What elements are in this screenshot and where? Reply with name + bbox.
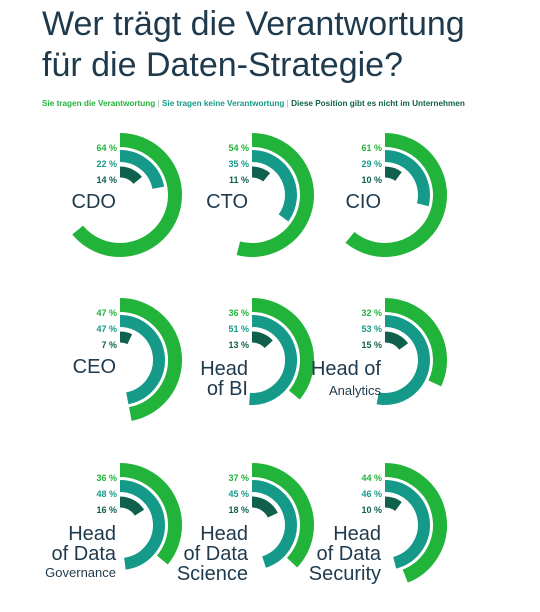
arc-responsible — [384, 298, 447, 387]
role-label: of BI — [207, 378, 248, 400]
arc-not-existing — [251, 496, 278, 518]
value-label: 22 % — [96, 159, 117, 169]
role-label: of Data — [317, 543, 382, 565]
role-label: Head — [200, 523, 248, 545]
arc-not-existing — [119, 496, 145, 516]
value-label: 47 % — [96, 324, 117, 334]
value-label: 15 % — [361, 340, 382, 350]
arc-not-existing — [251, 166, 271, 182]
role-label: CDO — [72, 191, 116, 213]
arc-not-existing — [119, 331, 133, 345]
value-label: 14 % — [96, 175, 117, 185]
arc-responsible — [384, 463, 447, 583]
role-label: CIO — [345, 191, 381, 213]
value-label: 18 % — [228, 505, 249, 515]
role-label: CEO — [73, 356, 116, 378]
role-label: CTO — [206, 191, 248, 213]
chart-title-line-2: für die Daten-Strategie? — [42, 46, 403, 84]
arc-not-responsible — [119, 150, 165, 190]
arc-not-existing — [384, 166, 402, 182]
legend-separator: | — [286, 99, 289, 108]
value-label: 47 % — [96, 308, 117, 318]
value-label: 45 % — [228, 489, 249, 499]
arc-responsible — [251, 298, 314, 400]
role-label: Head — [200, 358, 248, 380]
arc-not-responsible — [119, 480, 165, 570]
value-label: 7 % — [101, 340, 117, 350]
role-label: Science — [177, 563, 248, 585]
chart-title-line-1: Wer trägt die Verantwortung — [42, 5, 465, 43]
value-label: 44 % — [361, 473, 382, 483]
role-label: Security — [309, 563, 381, 585]
value-label: 46 % — [361, 489, 382, 499]
value-label: 36 % — [96, 473, 117, 483]
arc-not-responsible — [119, 315, 165, 405]
value-label: 51 % — [228, 324, 249, 334]
radial-chart-panel: 64 % 22 % 14 % CDO — [72, 133, 182, 257]
arc-responsible — [345, 133, 447, 257]
arc-not-responsible — [249, 315, 298, 405]
role-label: Head — [68, 523, 116, 545]
role-label: of Data — [52, 543, 117, 565]
radial-chart-panel: 47 % 47 % 7 % CEO — [73, 298, 182, 421]
value-label: 48 % — [96, 489, 117, 499]
legend-item-responsible: Sie tragen die Verantwortung — [42, 99, 156, 108]
arc-responsible — [251, 463, 314, 568]
arc-not-existing — [384, 331, 409, 351]
arc-not-responsible — [384, 150, 430, 207]
role-label: Governance — [45, 565, 116, 580]
arc-not-responsible — [251, 150, 297, 222]
arc-not-responsible — [251, 480, 297, 568]
value-label: 11 % — [229, 175, 249, 185]
legend: Sie tragen die Verantwortung | Sie trage… — [42, 99, 532, 108]
value-label: 29 % — [361, 159, 382, 169]
value-label: 10 % — [361, 505, 382, 515]
value-label: 64 % — [96, 143, 117, 153]
arc-not-existing — [384, 496, 402, 512]
arc-responsible — [119, 298, 182, 421]
arc-not-existing — [251, 331, 273, 349]
role-label: Analytics — [329, 383, 382, 398]
value-label: 13 % — [228, 340, 249, 350]
legend-item-not-responsible: Sie tragen keine Verantwortung — [161, 99, 285, 108]
value-label: 37 % — [228, 473, 249, 483]
value-label: 16 % — [96, 505, 117, 515]
radial-chart-panel: 54 % 35 % 11 % CTO — [206, 133, 314, 257]
legend-item-not-existing: Diese Position gibt es nicht im Unterneh… — [291, 99, 465, 108]
arc-not-responsible — [376, 315, 430, 405]
chart-title: Wer trägt die Verantwortung für die Date… — [42, 4, 532, 86]
value-label: 35 % — [228, 159, 249, 169]
role-label: Head — [333, 523, 381, 545]
arc-not-responsible — [384, 480, 430, 569]
value-label: 32 % — [361, 308, 382, 318]
legend-separator: | — [157, 99, 160, 108]
arc-responsible — [119, 463, 182, 565]
value-label: 10 % — [361, 175, 382, 185]
role-label: Head of — [311, 358, 381, 380]
value-label: 61 % — [361, 143, 382, 153]
value-label: 36 % — [228, 308, 249, 318]
role-label: of Data — [184, 543, 249, 565]
arc-responsible — [236, 133, 314, 257]
value-label: 53 % — [361, 324, 382, 334]
arc-responsible — [72, 133, 182, 257]
radial-chart-panel: 61 % 29 % 10 % CIO — [345, 133, 447, 257]
value-label: 54 % — [228, 143, 249, 153]
arc-not-existing — [119, 166, 142, 185]
radial-chart-panel: 32 % 53 % 15 % Head of Analytics — [311, 298, 447, 405]
